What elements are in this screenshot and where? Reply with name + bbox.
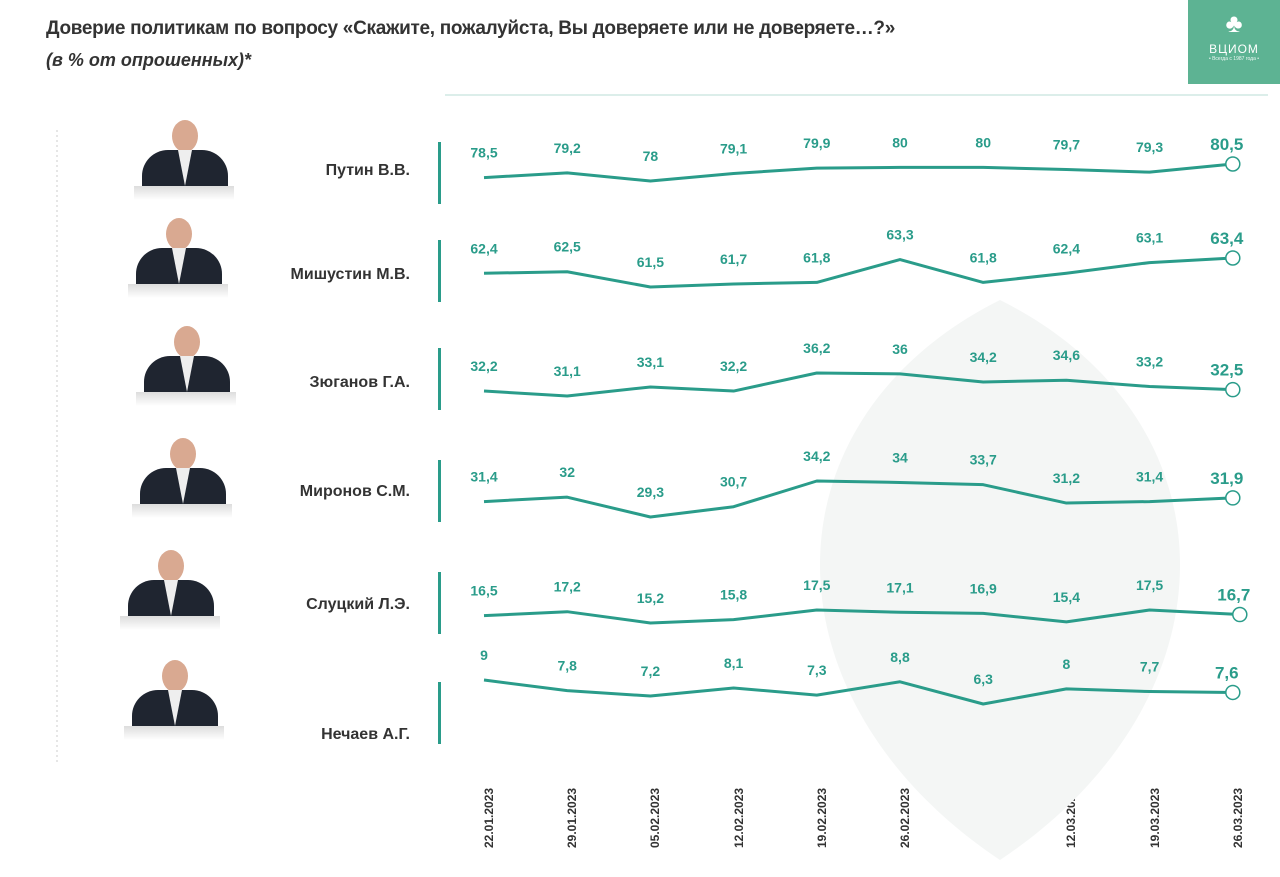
chart-title: Доверие политикам по вопросу «Скажите, п… bbox=[46, 18, 896, 39]
series-line-4 bbox=[483, 608, 1240, 625]
data-label: 34,2 bbox=[803, 448, 830, 464]
data-label: 32,2 bbox=[720, 358, 747, 374]
data-label: 15,8 bbox=[720, 587, 747, 603]
data-label: 8,8 bbox=[890, 649, 910, 665]
row-divider bbox=[438, 348, 441, 410]
data-label: 7,8 bbox=[557, 658, 577, 674]
data-label: 61,8 bbox=[970, 249, 997, 265]
politician-photo bbox=[120, 546, 220, 630]
data-label: 31,9 bbox=[1210, 469, 1243, 488]
data-label: 34,2 bbox=[970, 349, 997, 365]
data-point-marker bbox=[1225, 490, 1241, 506]
data-label: 15,2 bbox=[637, 590, 664, 606]
data-label: 36,2 bbox=[803, 340, 830, 356]
data-label: 61,8 bbox=[803, 249, 830, 265]
logo-since: • Всегда с 1987 года • bbox=[1208, 56, 1260, 62]
data-label: 8 bbox=[1063, 656, 1071, 672]
row-divider bbox=[438, 572, 441, 634]
data-label: 31,1 bbox=[554, 363, 581, 379]
politician-name: Слуцкий Л.Э. bbox=[306, 596, 410, 613]
data-label: 32 bbox=[559, 464, 575, 480]
data-label: 61,5 bbox=[637, 254, 664, 270]
data-label: 31,4 bbox=[470, 469, 497, 485]
row-divider bbox=[438, 682, 441, 744]
politician-photo bbox=[132, 434, 232, 518]
series-line-1 bbox=[483, 256, 1233, 289]
data-label: 29,3 bbox=[637, 484, 664, 500]
chart-subtitle: (в % от опрошенных)* bbox=[46, 50, 251, 70]
politician-photo bbox=[134, 116, 234, 200]
data-label: 79,2 bbox=[554, 140, 581, 156]
politician-photo bbox=[128, 214, 228, 298]
data-label: 34,6 bbox=[1053, 347, 1080, 363]
data-point-marker bbox=[1232, 606, 1248, 623]
data-label: 63,4 bbox=[1210, 229, 1244, 248]
watermark-leaf bbox=[820, 300, 1180, 860]
data-point-marker bbox=[1225, 156, 1241, 172]
data-label: 34 bbox=[892, 449, 908, 465]
data-label: 6,3 bbox=[973, 671, 993, 687]
data-label: 32,2 bbox=[470, 358, 497, 374]
row-divider bbox=[438, 240, 441, 302]
data-label: 78,5 bbox=[470, 145, 497, 161]
politician-name: Зюганов Г.А. bbox=[309, 374, 410, 391]
data-label: 32,5 bbox=[1210, 361, 1243, 380]
data-label: 78 bbox=[643, 148, 659, 164]
data-label: 79,3 bbox=[1136, 139, 1163, 155]
data-label: 30,7 bbox=[720, 474, 747, 490]
row-divider bbox=[438, 460, 441, 522]
data-label: 79,1 bbox=[720, 141, 747, 157]
politician-name: Миронов С.М. bbox=[299, 483, 410, 500]
politician-name: Мишустин М.В. bbox=[290, 266, 410, 283]
logo-name: ВЦИОМ bbox=[1209, 42, 1259, 56]
data-label: 62,5 bbox=[554, 239, 581, 255]
data-point-marker bbox=[1225, 684, 1241, 701]
data-label: 33,1 bbox=[637, 354, 664, 370]
data-label: 79,9 bbox=[803, 135, 830, 151]
data-label: 16,7 bbox=[1217, 586, 1250, 605]
data-label: 63,1 bbox=[1136, 230, 1163, 246]
data-label: 79,7 bbox=[1053, 136, 1080, 152]
row-divider bbox=[438, 142, 441, 204]
data-label: 17,5 bbox=[1136, 577, 1163, 593]
series-line-3 bbox=[483, 479, 1233, 519]
data-label: 17,2 bbox=[554, 579, 581, 595]
data-label: 7,2 bbox=[641, 663, 661, 679]
data-label: 31,4 bbox=[1136, 469, 1163, 485]
politician-photo bbox=[136, 322, 236, 406]
data-label: 7,6 bbox=[1215, 663, 1239, 682]
vciom-logo: ♣ ВЦИОМ • Всегда с 1987 года • bbox=[1188, 0, 1280, 84]
politician-photo bbox=[124, 656, 224, 740]
data-point-marker bbox=[1225, 381, 1241, 398]
data-label: 9 bbox=[480, 647, 488, 663]
tree-icon: ♣ bbox=[1225, 8, 1243, 38]
series-line-2 bbox=[483, 371, 1233, 398]
data-label: 62,4 bbox=[1053, 240, 1080, 256]
data-label: 33,7 bbox=[970, 452, 997, 468]
politician-name: Путин В.В. bbox=[325, 162, 410, 179]
series-line-5 bbox=[483, 678, 1233, 706]
data-label: 8,1 bbox=[724, 655, 744, 671]
data-label: 62,4 bbox=[470, 240, 497, 256]
data-label: 17,1 bbox=[886, 579, 913, 595]
data-label: 16,9 bbox=[970, 580, 997, 596]
data-label: 80,5 bbox=[1210, 135, 1243, 154]
data-label: 36 bbox=[892, 341, 908, 357]
data-label: 33,2 bbox=[1136, 354, 1163, 370]
data-label: 15,4 bbox=[1053, 589, 1080, 605]
politician-name: Нечаев А.Г. bbox=[321, 726, 410, 743]
data-label: 61,7 bbox=[720, 251, 747, 267]
data-label: 63,3 bbox=[886, 227, 913, 243]
data-label: 17,5 bbox=[803, 577, 830, 593]
data-label: 7,3 bbox=[807, 662, 827, 678]
data-label: 31,2 bbox=[1053, 470, 1080, 486]
data-label: 16,5 bbox=[470, 583, 497, 599]
series-line-0 bbox=[483, 162, 1233, 183]
data-point-marker bbox=[1225, 250, 1241, 266]
data-label: 7,7 bbox=[1140, 659, 1160, 675]
data-label: 80 bbox=[892, 134, 908, 150]
data-label: 80 bbox=[975, 134, 991, 150]
